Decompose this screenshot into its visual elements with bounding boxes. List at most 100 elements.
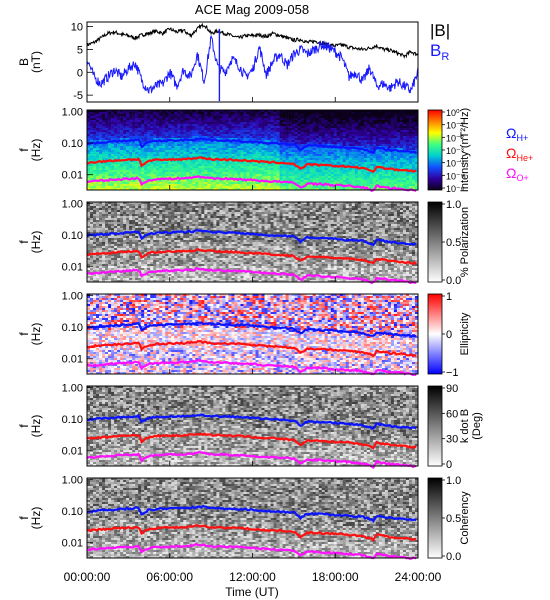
- heatmap-cell: [351, 134, 356, 137]
- heatmap-cell: [189, 160, 193, 163]
- heatmap-cell: [165, 168, 169, 171]
- heatmap-cell: [201, 174, 205, 177]
- heatmap-cell: [105, 278, 109, 281]
- heatmap-cell: [402, 138, 407, 141]
- heatmap-cell: [264, 172, 268, 175]
- heatmap-cell: [117, 240, 121, 243]
- heatmap-cell: [330, 176, 335, 179]
- heatmap-cell: [216, 138, 220, 141]
- heatmap-cell: [291, 120, 295, 123]
- heatmap-cell: [366, 146, 371, 149]
- heatmap-cell: [201, 148, 205, 151]
- heatmap-cell: [345, 136, 350, 139]
- heatmap-cell: [252, 136, 256, 139]
- heatmap-cell: [375, 112, 380, 115]
- heatmap-cell: [300, 152, 304, 155]
- heatmap-cell: [390, 182, 395, 185]
- heatmap-cell: [372, 140, 377, 143]
- heatmap-cell: [105, 154, 109, 157]
- heatmap-cell: [216, 166, 220, 169]
- heatmap-cell: [342, 130, 347, 133]
- heatmap-cell: [255, 146, 259, 149]
- heatmap-cell: [267, 172, 271, 175]
- heatmap-cell: [366, 124, 371, 127]
- heatmap-cell: [195, 140, 199, 143]
- heatmap-cell: [249, 188, 253, 191]
- heatmap-cell: [105, 120, 109, 123]
- heatmap-cell: [264, 178, 268, 181]
- heatmap-cell: [363, 164, 368, 167]
- heatmap-cell: [411, 172, 416, 175]
- heatmap-cell: [255, 186, 259, 189]
- heatmap-cell: [258, 188, 262, 191]
- heatmap-cell: [138, 186, 142, 189]
- heatmap-cell: [168, 112, 172, 115]
- heatmap-cell: [288, 164, 292, 167]
- heatmap-cell: [117, 268, 121, 271]
- heatmap-cell: [381, 176, 386, 179]
- heatmap-cell: [396, 178, 401, 181]
- heatmap-cell: [252, 148, 256, 151]
- heatmap-cell: [348, 164, 353, 167]
- heatmap-cell: [246, 174, 250, 177]
- heatmap-cell: [252, 132, 256, 135]
- heatmap-cell: [327, 186, 332, 189]
- heatmap-cell: [267, 128, 271, 131]
- heatmap-cell: [117, 110, 121, 113]
- heatmap-cell: [162, 116, 166, 119]
- heatmap-cell: [225, 122, 229, 125]
- heatmap-cell: [324, 130, 329, 133]
- heatmap-cell: [333, 128, 338, 131]
- heatmap-cell: [309, 172, 313, 175]
- heatmap-cell: [237, 164, 241, 167]
- heatmap-cell: [210, 124, 214, 127]
- heatmap-cell: [102, 172, 106, 175]
- heatmap-cell: [105, 242, 109, 245]
- heatmap-cell: [390, 122, 395, 125]
- heatmap-cell: [378, 118, 383, 121]
- heatmap-cell: [228, 176, 232, 179]
- heatmap-cell: [342, 116, 347, 119]
- heatmap-cell: [294, 178, 298, 181]
- heatmap-cell: [333, 154, 338, 157]
- heatmap-cell: [141, 148, 145, 151]
- heatmap-cell: [291, 110, 295, 113]
- heatmap-cell: [219, 168, 223, 171]
- heatmap-cell: [117, 208, 121, 211]
- heatmap-cell: [108, 250, 112, 253]
- heatmap-cell: [168, 128, 172, 131]
- heatmap-cell: [396, 122, 401, 125]
- heatmap-cell: [324, 134, 329, 137]
- heatmap-cell: [252, 152, 256, 155]
- heatmap-cell: [399, 132, 404, 135]
- heatmap-cell: [327, 126, 332, 129]
- heatmap-cell: [201, 116, 205, 119]
- heatmap-cell: [198, 112, 202, 115]
- heatmap-cell: [150, 172, 154, 175]
- heatmap-cell: [171, 166, 175, 169]
- heatmap-cell: [327, 188, 332, 191]
- heatmap-cell: [264, 158, 268, 161]
- heatmap-cell: [99, 214, 103, 217]
- heatmap-cell: [207, 154, 211, 157]
- heatmap-cell: [360, 144, 365, 147]
- heatmap-cell: [330, 128, 335, 131]
- heatmap-cell: [288, 136, 292, 139]
- heatmap-cell: [114, 148, 118, 151]
- heatmap-cell: [348, 150, 353, 153]
- heatmap-cell: [204, 172, 208, 175]
- heatmap-cell: [180, 148, 184, 151]
- heatmap-cell: [342, 172, 347, 175]
- heatmap-cell: [348, 128, 353, 131]
- heatmap-cell: [156, 176, 160, 179]
- heatmap-cell: [342, 158, 347, 161]
- heatmap-cell: [123, 186, 127, 189]
- heatmap-cell: [231, 152, 235, 155]
- heatmap-cell: [204, 174, 208, 177]
- heatmap-cell: [216, 132, 220, 135]
- heatmap-cell: [231, 186, 235, 189]
- heatmap-cell: [234, 128, 238, 131]
- heatmap-cell: [318, 184, 323, 187]
- heatmap-cell: [276, 172, 280, 175]
- heatmap-cell: [378, 116, 383, 119]
